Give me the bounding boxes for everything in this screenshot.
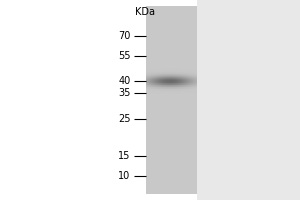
- Text: 10: 10: [118, 171, 130, 181]
- Text: 35: 35: [118, 88, 130, 98]
- Text: 15: 15: [118, 151, 130, 161]
- Text: 55: 55: [118, 51, 130, 61]
- Bar: [146, 6, 196, 194]
- Text: KDa: KDa: [134, 7, 154, 17]
- Bar: [196, 0, 300, 200]
- Text: 25: 25: [118, 114, 130, 124]
- Text: 40: 40: [118, 76, 130, 86]
- Text: 70: 70: [118, 31, 130, 41]
